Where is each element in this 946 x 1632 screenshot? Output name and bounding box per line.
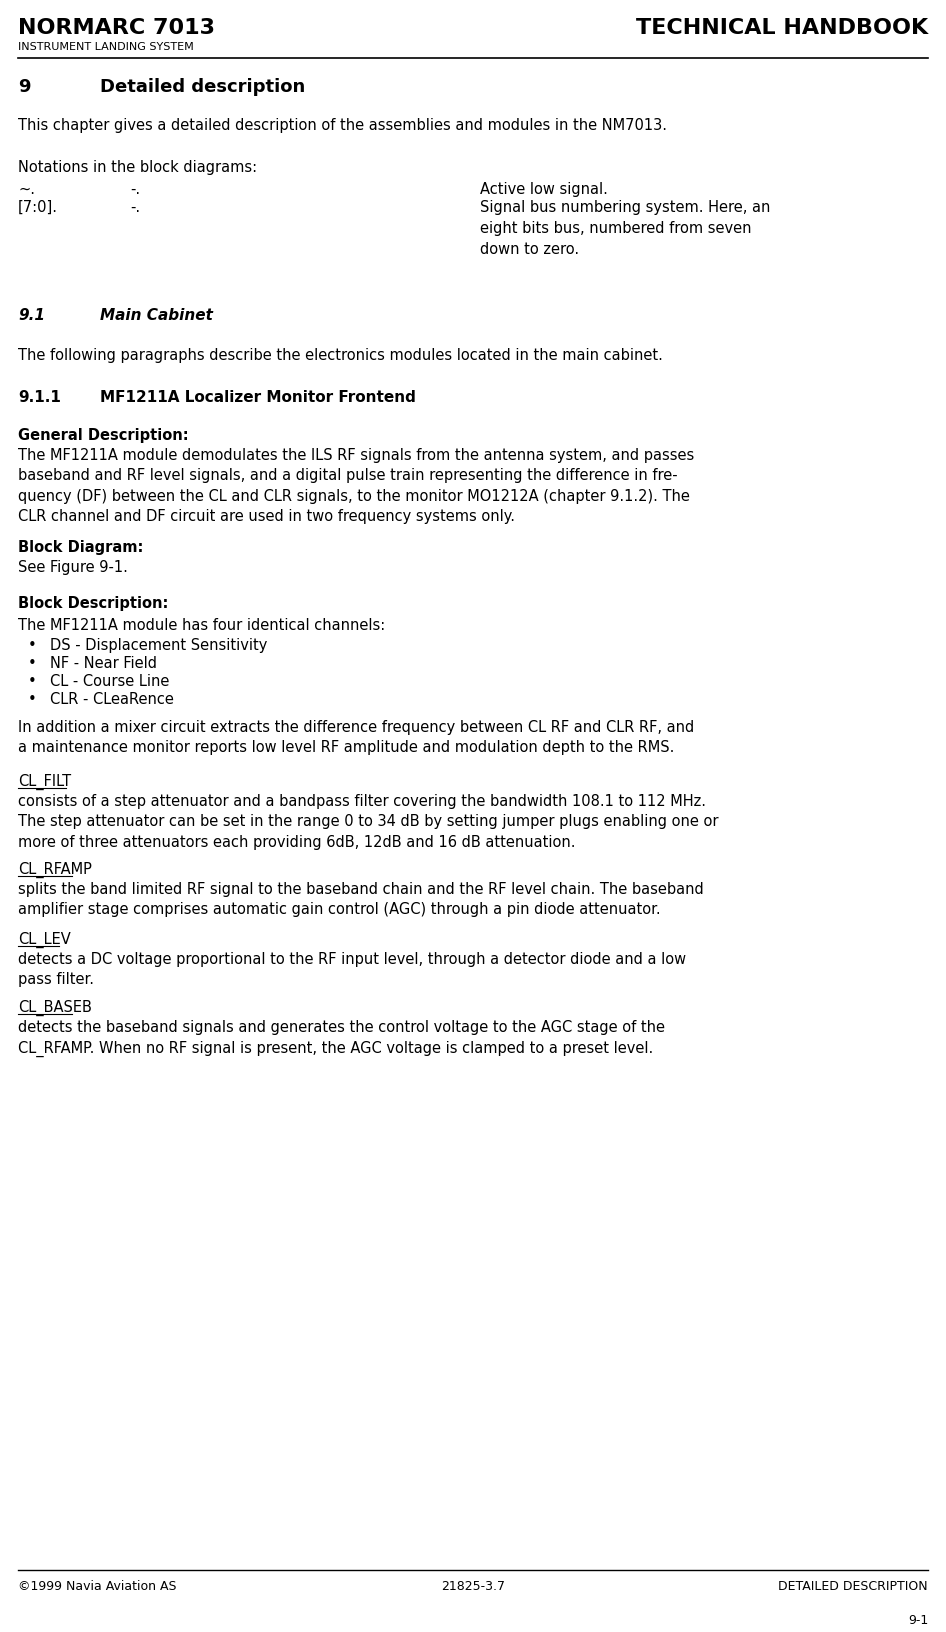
Text: Signal bus numbering system. Here, an
eight bits bus, numbered from seven
down t: Signal bus numbering system. Here, an ei… (480, 201, 770, 256)
Text: Block Diagram:: Block Diagram: (18, 540, 144, 555)
Text: TECHNICAL HANDBOOK: TECHNICAL HANDBOOK (636, 18, 928, 38)
Text: The MF1211A module demodulates the ILS RF signals from the antenna system, and p: The MF1211A module demodulates the ILS R… (18, 449, 694, 524)
Text: 9.1.1: 9.1.1 (18, 390, 61, 405)
Text: MF1211A Localizer Monitor Frontend: MF1211A Localizer Monitor Frontend (100, 390, 416, 405)
Text: NF - Near Field: NF - Near Field (50, 656, 157, 671)
Text: Detailed description: Detailed description (100, 78, 306, 96)
Text: Active low signal.: Active low signal. (480, 183, 608, 197)
Text: consists of a step attenuator and a bandpass filter covering the bandwidth 108.1: consists of a step attenuator and a band… (18, 795, 719, 850)
Text: Notations in the block diagrams:: Notations in the block diagrams: (18, 160, 257, 175)
Text: CL_FILT: CL_FILT (18, 774, 71, 790)
Text: detects the baseband signals and generates the control voltage to the AGC stage : detects the baseband signals and generat… (18, 1020, 665, 1056)
Text: Main Cabinet: Main Cabinet (100, 308, 213, 323)
Text: ~.: ~. (18, 183, 35, 197)
Text: CLR - CLeaRence: CLR - CLeaRence (50, 692, 174, 707)
Text: General Description:: General Description: (18, 428, 188, 442)
Text: 9: 9 (18, 78, 30, 96)
Text: •: • (28, 692, 37, 707)
Text: detects a DC voltage proportional to the RF input level, through a detector diod: detects a DC voltage proportional to the… (18, 951, 686, 987)
Text: ©1999 Navia Aviation AS: ©1999 Navia Aviation AS (18, 1580, 177, 1593)
Text: This chapter gives a detailed description of the assemblies and modules in the N: This chapter gives a detailed descriptio… (18, 118, 667, 132)
Text: 9-1: 9-1 (908, 1614, 928, 1627)
Text: In addition a mixer circuit extracts the difference frequency between CL RF and : In addition a mixer circuit extracts the… (18, 720, 694, 756)
Text: 21825-3.7: 21825-3.7 (441, 1580, 505, 1593)
Text: CL_RFAMP: CL_RFAMP (18, 862, 92, 878)
Text: -.: -. (130, 201, 140, 215)
Text: The MF1211A module has four identical channels:: The MF1211A module has four identical ch… (18, 619, 385, 633)
Text: [7:0].: [7:0]. (18, 201, 58, 215)
Text: See Figure 9-1.: See Figure 9-1. (18, 560, 128, 574)
Text: Block Description:: Block Description: (18, 596, 168, 610)
Text: splits the band limited RF signal to the baseband chain and the RF level chain. : splits the band limited RF signal to the… (18, 881, 704, 917)
Text: The following paragraphs describe the electronics modules located in the main ca: The following paragraphs describe the el… (18, 348, 663, 362)
Text: CL_BASEB: CL_BASEB (18, 1000, 92, 1017)
Text: -.: -. (130, 183, 140, 197)
Text: CL - Course Line: CL - Course Line (50, 674, 169, 689)
Text: •: • (28, 656, 37, 671)
Text: •: • (28, 674, 37, 689)
Text: DS - Displacement Sensitivity: DS - Displacement Sensitivity (50, 638, 268, 653)
Text: •: • (28, 638, 37, 653)
Text: NORMARC 7013: NORMARC 7013 (18, 18, 215, 38)
Text: CL_LEV: CL_LEV (18, 932, 71, 948)
Text: 9.1: 9.1 (18, 308, 45, 323)
Text: DETAILED DESCRIPTION: DETAILED DESCRIPTION (779, 1580, 928, 1593)
Text: INSTRUMENT LANDING SYSTEM: INSTRUMENT LANDING SYSTEM (18, 42, 194, 52)
